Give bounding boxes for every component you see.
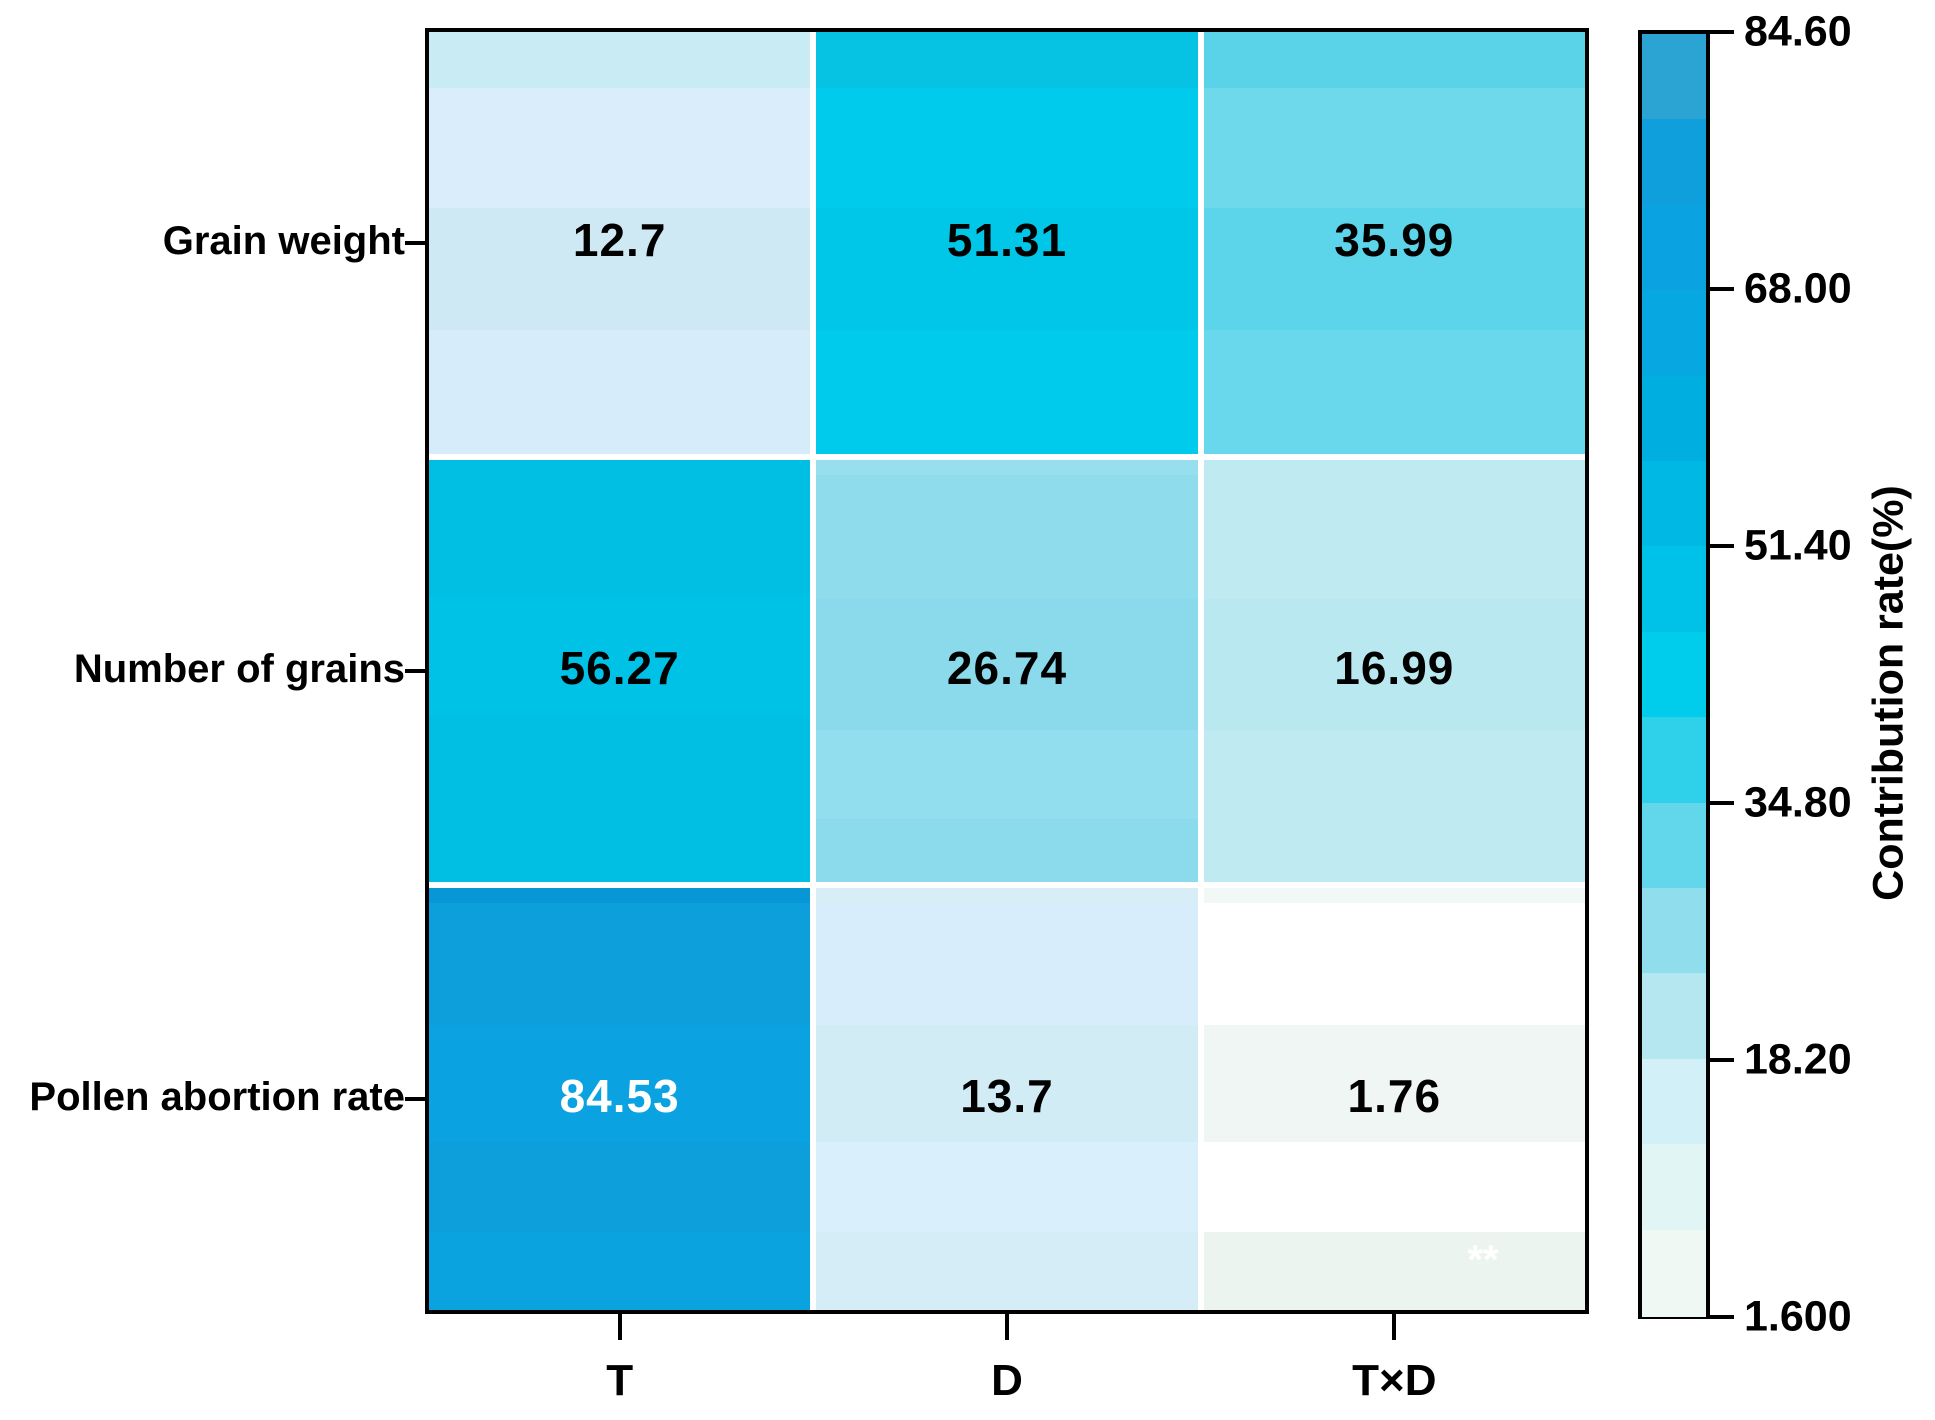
cell-color-stripe — [816, 1142, 1198, 1234]
x-axis-tick — [1392, 1314, 1397, 1340]
colorbar-tick-label: 68.00 — [1744, 264, 1852, 313]
colorbar-color-segment — [1642, 1229, 1706, 1317]
heatmap-cell: 12.7 — [429, 32, 811, 454]
y-axis-category-label: Grain weight — [162, 219, 405, 263]
colorbar-tick-label: 1.600 — [1744, 1292, 1852, 1341]
cell-color-stripe — [429, 460, 811, 597]
colorbar-tick-label: 51.40 — [1744, 521, 1852, 570]
cell-color-stripe — [429, 1024, 811, 1144]
colorbar-tick — [1710, 801, 1734, 805]
colorbar-tick-label: 34.80 — [1744, 778, 1852, 827]
cell-color-stripe — [816, 32, 1198, 90]
heatmap-cell: 51.31 — [816, 32, 1198, 454]
significance-annotation: ** — [1467, 1238, 1499, 1282]
colorbar-tick — [1710, 30, 1734, 34]
heatmap-cell: 84.53 — [429, 888, 811, 1310]
cell-color-stripe — [816, 599, 1198, 732]
cell-color-stripe — [1203, 730, 1585, 882]
colorbar-color-segment — [1642, 1058, 1706, 1146]
y-axis-tick — [405, 669, 425, 673]
colorbar-color-segment — [1642, 717, 1706, 805]
colorbar — [1638, 30, 1710, 1319]
colorbar-tick — [1710, 544, 1734, 548]
cell-value-label: 13.7 — [960, 1070, 1054, 1122]
heatmap-cell: 1.76 — [1203, 888, 1585, 1310]
x-axis-tick — [1005, 1314, 1009, 1340]
cell-value-label: 84.53 — [559, 1070, 680, 1122]
cell-value-label: 35.99 — [1334, 214, 1455, 266]
cell-value-label: 56.27 — [559, 642, 680, 694]
colorbar-color-segment — [1642, 290, 1706, 378]
cell-color-stripe — [429, 208, 811, 332]
cell-color-stripe — [816, 730, 1198, 821]
cell-color-stripe — [816, 474, 1198, 601]
y-axis-category-label: Number of grains — [73, 647, 405, 691]
x-axis-category-label: T — [606, 1356, 634, 1405]
colorbar-tick — [1710, 287, 1734, 291]
cell-color-stripe — [1203, 329, 1585, 454]
y-axis-tick — [405, 241, 425, 245]
x-axis-category-label: T×D — [1352, 1356, 1437, 1405]
heatmap-cell: 56.27 — [429, 460, 811, 882]
cell-color-stripe — [1203, 902, 1585, 1026]
colorbar-tick — [1710, 1315, 1734, 1319]
y-axis-category-label: Pollen abortion rate — [29, 1075, 405, 1119]
colorbar-axis-title: Contribution rate(%) — [1864, 485, 1913, 901]
cell-color-stripe — [816, 818, 1198, 882]
colorbar-tick-label: 84.60 — [1744, 7, 1852, 56]
colorbar-color-segment — [1642, 461, 1706, 548]
cell-color-stripe — [429, 595, 811, 720]
colorbar-color-segment — [1642, 888, 1706, 975]
cell-color-stripe — [429, 1142, 811, 1234]
heatmap-cell: 13.7 — [816, 888, 1198, 1310]
cell-color-stripe — [1203, 1142, 1585, 1234]
cell-color-stripe — [429, 902, 811, 1026]
colorbar-color-segment — [1642, 1144, 1706, 1232]
cell-color-stripe — [816, 329, 1198, 454]
cell-color-stripe — [429, 32, 811, 90]
heatmap-cell: 35.99 — [1203, 32, 1585, 454]
colorbar-tick — [1710, 1058, 1734, 1062]
cell-color-stripe — [816, 888, 1198, 904]
cell-value-label: 26.74 — [946, 642, 1068, 694]
cell-value-label: 16.99 — [1334, 642, 1455, 694]
cell-color-stripe — [429, 88, 811, 211]
cell-color-stripe — [1203, 888, 1585, 904]
cell-color-stripe — [1203, 460, 1585, 601]
cell-color-stripe — [429, 329, 811, 454]
cell-color-stripe — [816, 1232, 1198, 1310]
cell-color-stripe — [429, 717, 811, 882]
colorbar-color-segment — [1642, 973, 1706, 1061]
colorbar-tick-label: 18.20 — [1744, 1035, 1852, 1084]
heatmap-cell: 26.74 — [816, 460, 1198, 882]
colorbar-color-segment — [1642, 802, 1706, 890]
cell-color-stripe — [429, 1232, 811, 1310]
colorbar-color-segment — [1642, 34, 1706, 121]
cell-color-stripe — [816, 902, 1198, 1026]
cell-color-stripe — [816, 208, 1198, 332]
colorbar-color-segment — [1642, 375, 1706, 463]
cell-color-stripe — [1203, 1024, 1585, 1144]
cell-color-stripe — [816, 88, 1198, 211]
x-axis-category-label: D — [991, 1356, 1023, 1405]
x-axis-tick — [617, 1314, 622, 1340]
cell-color-stripe — [816, 1024, 1198, 1144]
colorbar-color-segment — [1642, 119, 1706, 207]
colorbar-color-segment — [1642, 546, 1706, 634]
cell-value-label: 12.7 — [572, 214, 667, 266]
cell-color-stripe — [1203, 88, 1585, 211]
cell-color-stripe — [1203, 32, 1585, 90]
heatmap-cell: 16.99 — [1203, 460, 1585, 882]
y-axis-tick — [405, 1097, 425, 1101]
cell-color-stripe — [1203, 599, 1585, 732]
colorbar-color-segment — [1642, 631, 1706, 719]
cell-color-stripe — [816, 460, 1198, 476]
cell-color-stripe — [1203, 1232, 1585, 1310]
colorbar-color-segment — [1642, 204, 1706, 292]
cell-value-label: 1.76 — [1347, 1070, 1442, 1122]
cell-value-label: 51.31 — [946, 214, 1068, 266]
cell-color-stripe — [1203, 208, 1585, 332]
cell-color-stripe — [429, 888, 811, 904]
